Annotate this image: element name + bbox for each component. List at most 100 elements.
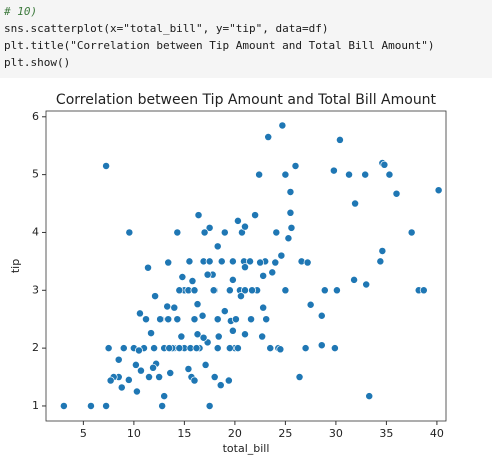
- point: [136, 366, 145, 375]
- point: [114, 355, 123, 364]
- point: [281, 170, 290, 179]
- point: [213, 315, 222, 324]
- point: [125, 228, 134, 237]
- point: [104, 344, 113, 353]
- code-line: plt.show(): [4, 56, 71, 69]
- point: [286, 208, 295, 217]
- point: [86, 402, 95, 410]
- point: [248, 286, 257, 295]
- code-line: sns.scatterplot(x="total_bill", y="tip",…: [4, 22, 329, 35]
- point: [225, 344, 234, 353]
- point: [351, 199, 360, 208]
- point: [124, 375, 133, 384]
- point: [256, 258, 265, 267]
- point: [345, 170, 353, 179]
- point: [213, 242, 222, 251]
- point: [217, 257, 226, 266]
- x-tick-label: 15: [177, 427, 191, 440]
- point: [210, 373, 219, 381]
- point: [132, 387, 141, 396]
- point: [134, 346, 143, 355]
- y-tick-label: 2: [32, 341, 39, 354]
- point: [190, 286, 199, 295]
- point: [287, 223, 296, 232]
- point: [185, 257, 194, 266]
- point: [233, 344, 242, 353]
- point: [175, 286, 184, 295]
- point: [335, 135, 344, 144]
- point: [295, 373, 304, 381]
- point: [286, 188, 295, 196]
- x-tick-label: 5: [80, 427, 87, 440]
- point: [247, 315, 256, 324]
- point: [184, 364, 193, 373]
- point: [277, 251, 286, 260]
- point: [193, 330, 202, 339]
- y-tick-label: 1: [32, 399, 39, 412]
- y-tick-label: 6: [32, 110, 39, 123]
- point: [259, 271, 268, 280]
- point: [149, 363, 158, 372]
- point: [190, 315, 199, 324]
- point: [151, 292, 160, 301]
- point: [201, 360, 210, 369]
- point: [224, 376, 233, 385]
- point: [150, 344, 159, 353]
- point: [209, 286, 218, 295]
- x-tick-label: 40: [430, 427, 444, 440]
- point: [59, 402, 68, 410]
- point: [268, 268, 277, 277]
- point: [385, 170, 394, 179]
- point: [213, 344, 222, 353]
- point: [102, 161, 111, 170]
- point: [155, 373, 164, 381]
- point: [231, 315, 240, 324]
- point: [198, 311, 207, 320]
- point: [276, 345, 285, 354]
- point: [145, 373, 153, 381]
- point: [170, 303, 179, 312]
- point: [236, 292, 245, 301]
- point: [320, 286, 329, 295]
- point: [271, 258, 280, 267]
- point: [135, 309, 144, 318]
- point: [225, 286, 234, 295]
- point: [203, 270, 212, 279]
- point: [278, 121, 287, 130]
- point: [188, 277, 197, 285]
- point: [214, 332, 223, 341]
- point: [251, 211, 260, 220]
- point: [144, 263, 152, 272]
- point: [194, 211, 203, 220]
- point: [158, 402, 167, 410]
- point: [350, 275, 359, 284]
- point: [173, 228, 182, 237]
- point: [281, 286, 290, 295]
- point: [434, 186, 443, 195]
- point: [163, 302, 172, 311]
- point: [376, 257, 385, 266]
- point: [361, 170, 370, 179]
- point: [175, 344, 184, 353]
- point: [228, 257, 237, 266]
- point: [272, 228, 281, 237]
- point: [317, 341, 326, 350]
- point: [329, 166, 338, 175]
- point: [160, 392, 169, 401]
- point: [246, 257, 254, 266]
- point: [119, 344, 128, 353]
- point: [177, 332, 186, 341]
- point: [142, 315, 150, 324]
- point: [380, 160, 389, 169]
- point: [233, 216, 242, 225]
- point: [192, 344, 201, 353]
- point: [106, 376, 115, 385]
- point: [131, 360, 140, 369]
- point: [330, 344, 339, 353]
- point: [317, 311, 326, 320]
- point: [241, 222, 249, 231]
- y-axis-label: tip: [9, 259, 22, 273]
- point: [166, 369, 175, 377]
